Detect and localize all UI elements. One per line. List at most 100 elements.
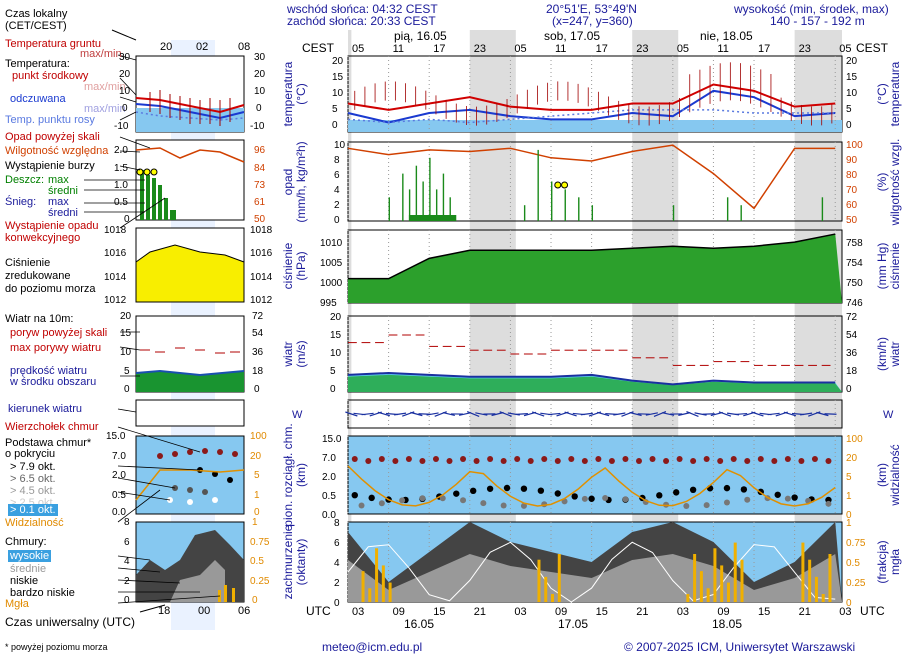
precip-tick-l: 10 xyxy=(334,140,346,151)
press-tick-l: 1005 xyxy=(320,258,343,269)
ground-temp-label: Temperatura gruntu xyxy=(5,38,101,50)
cloud-base-dot-grey xyxy=(378,500,385,507)
top-hour: 17 xyxy=(758,43,770,55)
cl-tick-l: 0 xyxy=(334,598,340,609)
wind-speed-label-1: prędkość wiatru xyxy=(10,365,88,377)
cloud-top-dot xyxy=(351,456,358,462)
legend-hour-1: 20 xyxy=(160,41,173,53)
wind-arrow xyxy=(767,412,780,416)
cb-tick-r: 0 xyxy=(846,510,852,521)
cloud-base-dot-grey xyxy=(460,497,467,504)
precip-tick-r-2: 73 xyxy=(254,180,266,191)
cb-tick-l: 7.0 xyxy=(322,453,336,464)
wind-arrow xyxy=(735,412,748,416)
wind-arrow xyxy=(800,412,813,416)
wind-arrow xyxy=(645,412,658,416)
cloud-base-dot xyxy=(469,487,477,495)
wind-speed-fill xyxy=(348,374,842,392)
wind-tick-r-4: 0 xyxy=(254,384,260,395)
cloud-top-dot xyxy=(663,458,670,464)
cloud-top-dot xyxy=(405,456,412,462)
footer-email[interactable]: meteo@icm.edu.pl xyxy=(322,640,423,654)
cl-tick-l: 8 xyxy=(334,518,340,529)
wind-arrow xyxy=(499,411,512,417)
bottom-hour: 03 xyxy=(352,606,364,618)
cb-tick-l-4: 0.0 xyxy=(112,507,126,518)
precip-bar-15 xyxy=(672,205,675,221)
wind-arrow xyxy=(475,412,488,416)
wind-arrow xyxy=(548,412,561,416)
wind-tick-r: 72 xyxy=(846,312,858,323)
snow-max-label: max xyxy=(48,196,69,208)
bottom-hour: 21 xyxy=(799,606,811,618)
wind-tick-l-1: 15 xyxy=(120,328,132,339)
precip-bar-1 xyxy=(402,173,404,221)
clouds-high-label: wysokie xyxy=(8,550,52,562)
cloud-base-dot-grey xyxy=(683,502,690,509)
cloud-top-dot xyxy=(378,456,385,462)
top-hour: 11 xyxy=(555,43,566,55)
snow-label: Śnieg: xyxy=(5,196,37,208)
bottom-hour: 09 xyxy=(555,606,567,618)
cloud-top-dot xyxy=(446,458,453,464)
press-tick-r: 758 xyxy=(846,238,863,249)
fog-bar-6 xyxy=(544,576,548,602)
feel-maxmin-label: max/min xyxy=(84,103,126,115)
pressure-label-1: Ciśnienie xyxy=(5,257,51,269)
precip-tick-r-3: 61 xyxy=(254,197,266,208)
cloud-top-label: Wierzchołek chmur xyxy=(5,421,99,433)
top-hour: 05 xyxy=(839,43,851,55)
snow-avg-label: średni xyxy=(48,207,78,219)
fog-bar-13 xyxy=(713,548,717,602)
clouds-mid-label: średnie xyxy=(10,563,47,575)
press-tick-r-3: 1012 xyxy=(250,295,273,306)
cloud-base-dot xyxy=(723,484,731,492)
cloud-top-dot xyxy=(419,458,426,464)
fog-bar-18 xyxy=(801,542,805,602)
top-hour: 11 xyxy=(393,43,404,55)
cloud-base-dot-grey xyxy=(622,496,629,503)
fog-bar-4 xyxy=(388,582,392,602)
wind-arrow xyxy=(361,412,374,416)
fog-bar-19 xyxy=(808,559,812,602)
temp-series-0 xyxy=(347,83,836,111)
wind-speed-label-2: w środku obszaru xyxy=(10,376,97,388)
cloud-top-dot xyxy=(717,458,724,464)
dew-point-label: Temp. punktu rosy xyxy=(5,114,95,126)
cloud-top-dot xyxy=(365,458,372,464)
temp-tick-r-0: 30 xyxy=(254,52,266,63)
wind-arrow xyxy=(531,411,545,417)
ylabel-right-temp: temperatura xyxy=(888,61,902,126)
cloud-top-dot xyxy=(554,458,561,464)
wind-arrow xyxy=(434,411,447,417)
bottom-day-label: 17.05 xyxy=(558,617,588,631)
cl-tick-l: 6 xyxy=(334,538,340,549)
fog-bar-9 xyxy=(686,594,690,602)
fog-bar-8 xyxy=(557,554,561,602)
legend-utc-hour-3: 06 xyxy=(238,605,251,617)
wind-tick-l-3: 5 xyxy=(124,366,130,377)
fog-bar-1 xyxy=(368,588,372,602)
cloud-base-dot-grey xyxy=(703,502,710,509)
cloud-base-dot-grey xyxy=(480,500,487,507)
pressure-label-3: do poziomu morza xyxy=(5,283,96,295)
cb-tick-l: 2.0 xyxy=(322,472,336,483)
fog-bar-15 xyxy=(726,582,730,602)
cloud-base-dot-grey xyxy=(358,502,365,509)
ylabel-right-precip: wilgotność wzgl. xyxy=(888,139,902,227)
pressure-area xyxy=(348,234,842,303)
wind-arrow xyxy=(466,410,480,418)
wind-arrow xyxy=(458,412,472,416)
temp-tick-r: 15 xyxy=(846,72,858,83)
fog-bar-12 xyxy=(706,588,710,602)
wind-arrow xyxy=(515,413,528,415)
wind-tick-l-4: 0 xyxy=(124,384,130,395)
ylabel-left-cloudbase: (km) xyxy=(294,463,308,487)
cb-tick-r-0: 100 xyxy=(250,431,267,442)
cloud-top-dot xyxy=(757,456,764,462)
wind-tick-r: 36 xyxy=(846,348,858,359)
precip-bar-12 xyxy=(564,189,566,221)
cl-tick-l-1: 6 xyxy=(124,537,130,548)
rh-line xyxy=(347,144,836,210)
wind-arrow xyxy=(686,411,699,417)
